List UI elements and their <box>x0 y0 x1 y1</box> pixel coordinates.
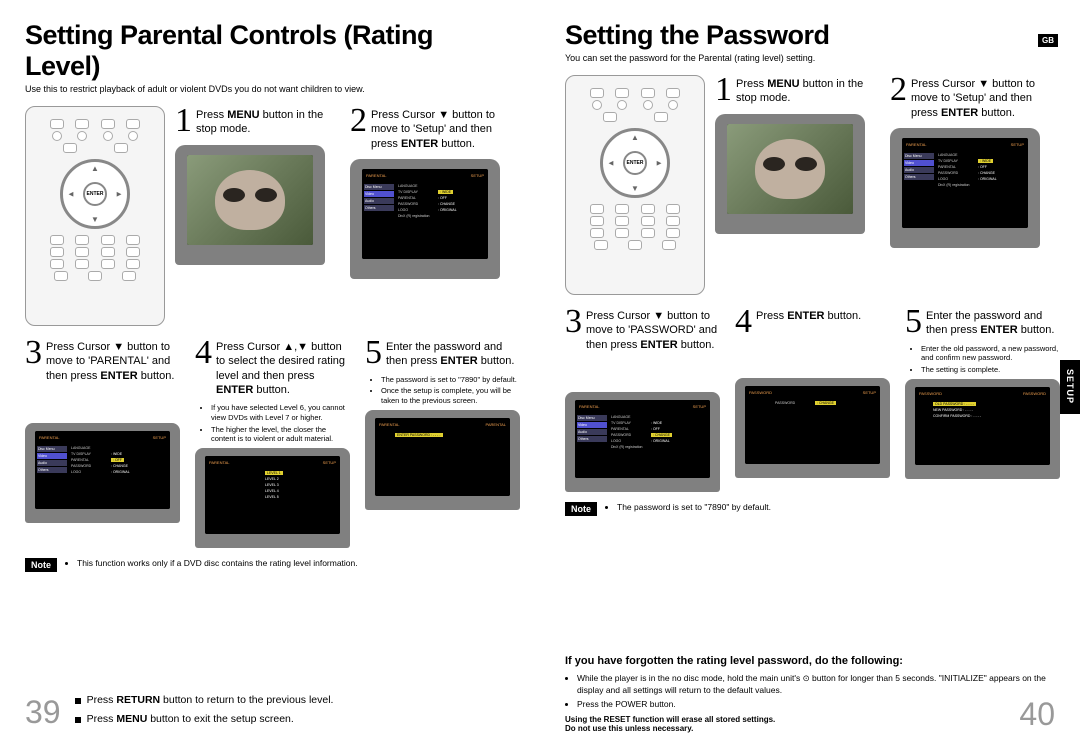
tv-menu-small: PARENTALPARENTAL ENTER PASSWORD : - - - … <box>365 410 520 510</box>
step4-text: Press Cursor ▲,▼ button to select the de… <box>216 338 350 397</box>
note-badge: Note <box>25 558 57 572</box>
remote-illustration: ▲▼ ◄► ENTER <box>565 75 705 295</box>
footer-right: If you have forgotten the rating level p… <box>565 655 1055 733</box>
step4-bullets: If you have selected Level 6, you cannot… <box>211 403 350 444</box>
heading-left: Setting Parental Controls (Rating Level) <box>25 20 515 82</box>
tv-menu-small: PARENTALSETUP Disc Menu Video Audio Othe… <box>565 392 720 492</box>
heading-right: Setting the Password <box>565 20 1055 51</box>
page-number: 39 <box>25 694 61 731</box>
bullets-empty <box>41 389 180 419</box>
note-row-left: Note This function works only if a DVD d… <box>25 558 515 572</box>
step1-block-r: 1 Press MENU button in the stop mode. <box>715 75 880 295</box>
tv-menu-small: PASSWORDPASSWORD OLD PASSWORD : - - - - … <box>905 379 1060 479</box>
footer-left: 39 Press RETURN button to return to the … <box>25 691 515 733</box>
step-number: 3 <box>25 338 42 369</box>
bullet-item: The password is set to "7890" by default… <box>381 375 520 385</box>
tv-raccoon <box>715 114 865 234</box>
step3-text: Press Cursor ▼ button to move to 'PARENT… <box>46 338 180 383</box>
step-number: 2 <box>890 75 907 106</box>
forgot-item: Press the POWER button. <box>577 699 1055 711</box>
dpad-icon: ▲▼ ◄► ENTER <box>600 128 670 198</box>
note-row-right: Note The password is set to "7890" by de… <box>565 502 1055 516</box>
step2-block: 2 Press Cursor ▼ button to move to 'Setu… <box>350 106 515 326</box>
step4-text-r: Press ENTER button. <box>756 307 861 323</box>
subheading-right: You can set the password for the Parenta… <box>565 53 1055 63</box>
step1-text-r: Press MENU button in the stop mode. <box>736 75 880 106</box>
step-number: 4 <box>195 338 212 369</box>
forgot-item: While the player is in the no disc mode,… <box>577 673 1055 697</box>
warning-text: Do not use this unless necessary. <box>565 724 1055 733</box>
step-number: 4 <box>735 307 752 338</box>
gb-badge: GB <box>1038 34 1058 47</box>
enter-button-icon: ENTER <box>83 182 107 206</box>
step5-bullets: The password is set to "7890" by default… <box>381 375 520 406</box>
tv-menu-small: PARENTALSETUP LEVEL 1 LEVEL 2 LEVEL 3 LE… <box>195 448 350 548</box>
step-number: 3 <box>565 307 582 338</box>
step-number: 1 <box>715 75 732 106</box>
tv-raccoon <box>175 145 325 265</box>
row1-left: ▲▼ ◄► ENTER 1 Press MENU button in the s… <box>25 106 515 326</box>
note-text: This function works only if a DVD disc c… <box>65 558 358 571</box>
subheading-left: Use this to restrict playback of adult o… <box>25 84 515 94</box>
bullet-item: Once the setup is complete, you will be … <box>381 386 520 406</box>
footer-line1: Press RETURN button to return to the pre… <box>75 691 334 710</box>
row2-right: 3 Press Cursor ▼ button to move to 'PASS… <box>565 307 1055 492</box>
step2-block-r: 2 Press Cursor ▼ button to move to 'Setu… <box>890 75 1055 295</box>
tv-menu: PARENTALSETUP Disc Menu Video Audio Othe… <box>890 128 1040 248</box>
step1-block: 1 Press MENU button in the stop mode. <box>175 106 340 326</box>
bullet-item: If you have selected Level 6, you cannot… <box>211 403 350 423</box>
note-text: The password is set to "7890" by default… <box>605 502 771 515</box>
row2-left: 3 Press Cursor ▼ button to move to 'PARE… <box>25 338 515 548</box>
step5-text: Enter the password and then press ENTER … <box>386 338 520 369</box>
forgot-heading: If you have forgotten the rating level p… <box>565 655 1055 667</box>
step3-text-r: Press Cursor ▼ button to move to 'PASSWO… <box>586 307 720 352</box>
note-badge: Note <box>565 502 597 516</box>
remote-illustration: ▲▼ ◄► ENTER <box>25 106 165 326</box>
step1-text: Press MENU button in the stop mode. <box>196 106 340 137</box>
page-39: Setting Parental Controls (Rating Level)… <box>0 0 540 753</box>
step5-text-r: Enter the password and then press ENTER … <box>926 307 1060 338</box>
step-number: 2 <box>350 106 367 137</box>
bullet-item: Enter the old password, a new password, … <box>921 344 1060 364</box>
tv-menu-small: PASSWORDSETUP PASSWORD: CHANGE <box>735 378 890 478</box>
forgot-list: While the player is in the no disc mode,… <box>565 673 1055 711</box>
step-number: 5 <box>905 307 922 338</box>
tv-menu-small: PARENTALSETUP Disc Menu Video Audio Othe… <box>25 423 180 523</box>
tv-menu: PARENTALSETUP Disc Menu Video Audio Othe… <box>350 159 500 279</box>
step-number: 1 <box>175 106 192 137</box>
bullet-item: The setting is complete. <box>921 365 1060 375</box>
step2-text: Press Cursor ▼ button to move to 'Setup'… <box>371 106 515 151</box>
enter-button-icon: ENTER <box>623 151 647 175</box>
page-number: 40 <box>1019 696 1055 733</box>
warning-text: Using the RESET function will erase all … <box>565 715 1055 724</box>
setup-side-tab: SETUP <box>1060 360 1080 414</box>
footer-line2: Press MENU button to exit the setup scre… <box>75 710 334 729</box>
step5-bullets-r: Enter the old password, a new password, … <box>921 344 1060 375</box>
dpad-icon: ▲▼ ◄► ENTER <box>60 159 130 229</box>
page-40: GB Setting the Password You can set the … <box>540 0 1080 753</box>
step2-text-r: Press Cursor ▼ button to move to 'Setup'… <box>911 75 1055 120</box>
bullet-item: The higher the level, the closer the con… <box>211 425 350 445</box>
row1-right: ▲▼ ◄► ENTER 1 Press MENU button in the s… <box>565 75 1055 295</box>
step-number: 5 <box>365 338 382 369</box>
